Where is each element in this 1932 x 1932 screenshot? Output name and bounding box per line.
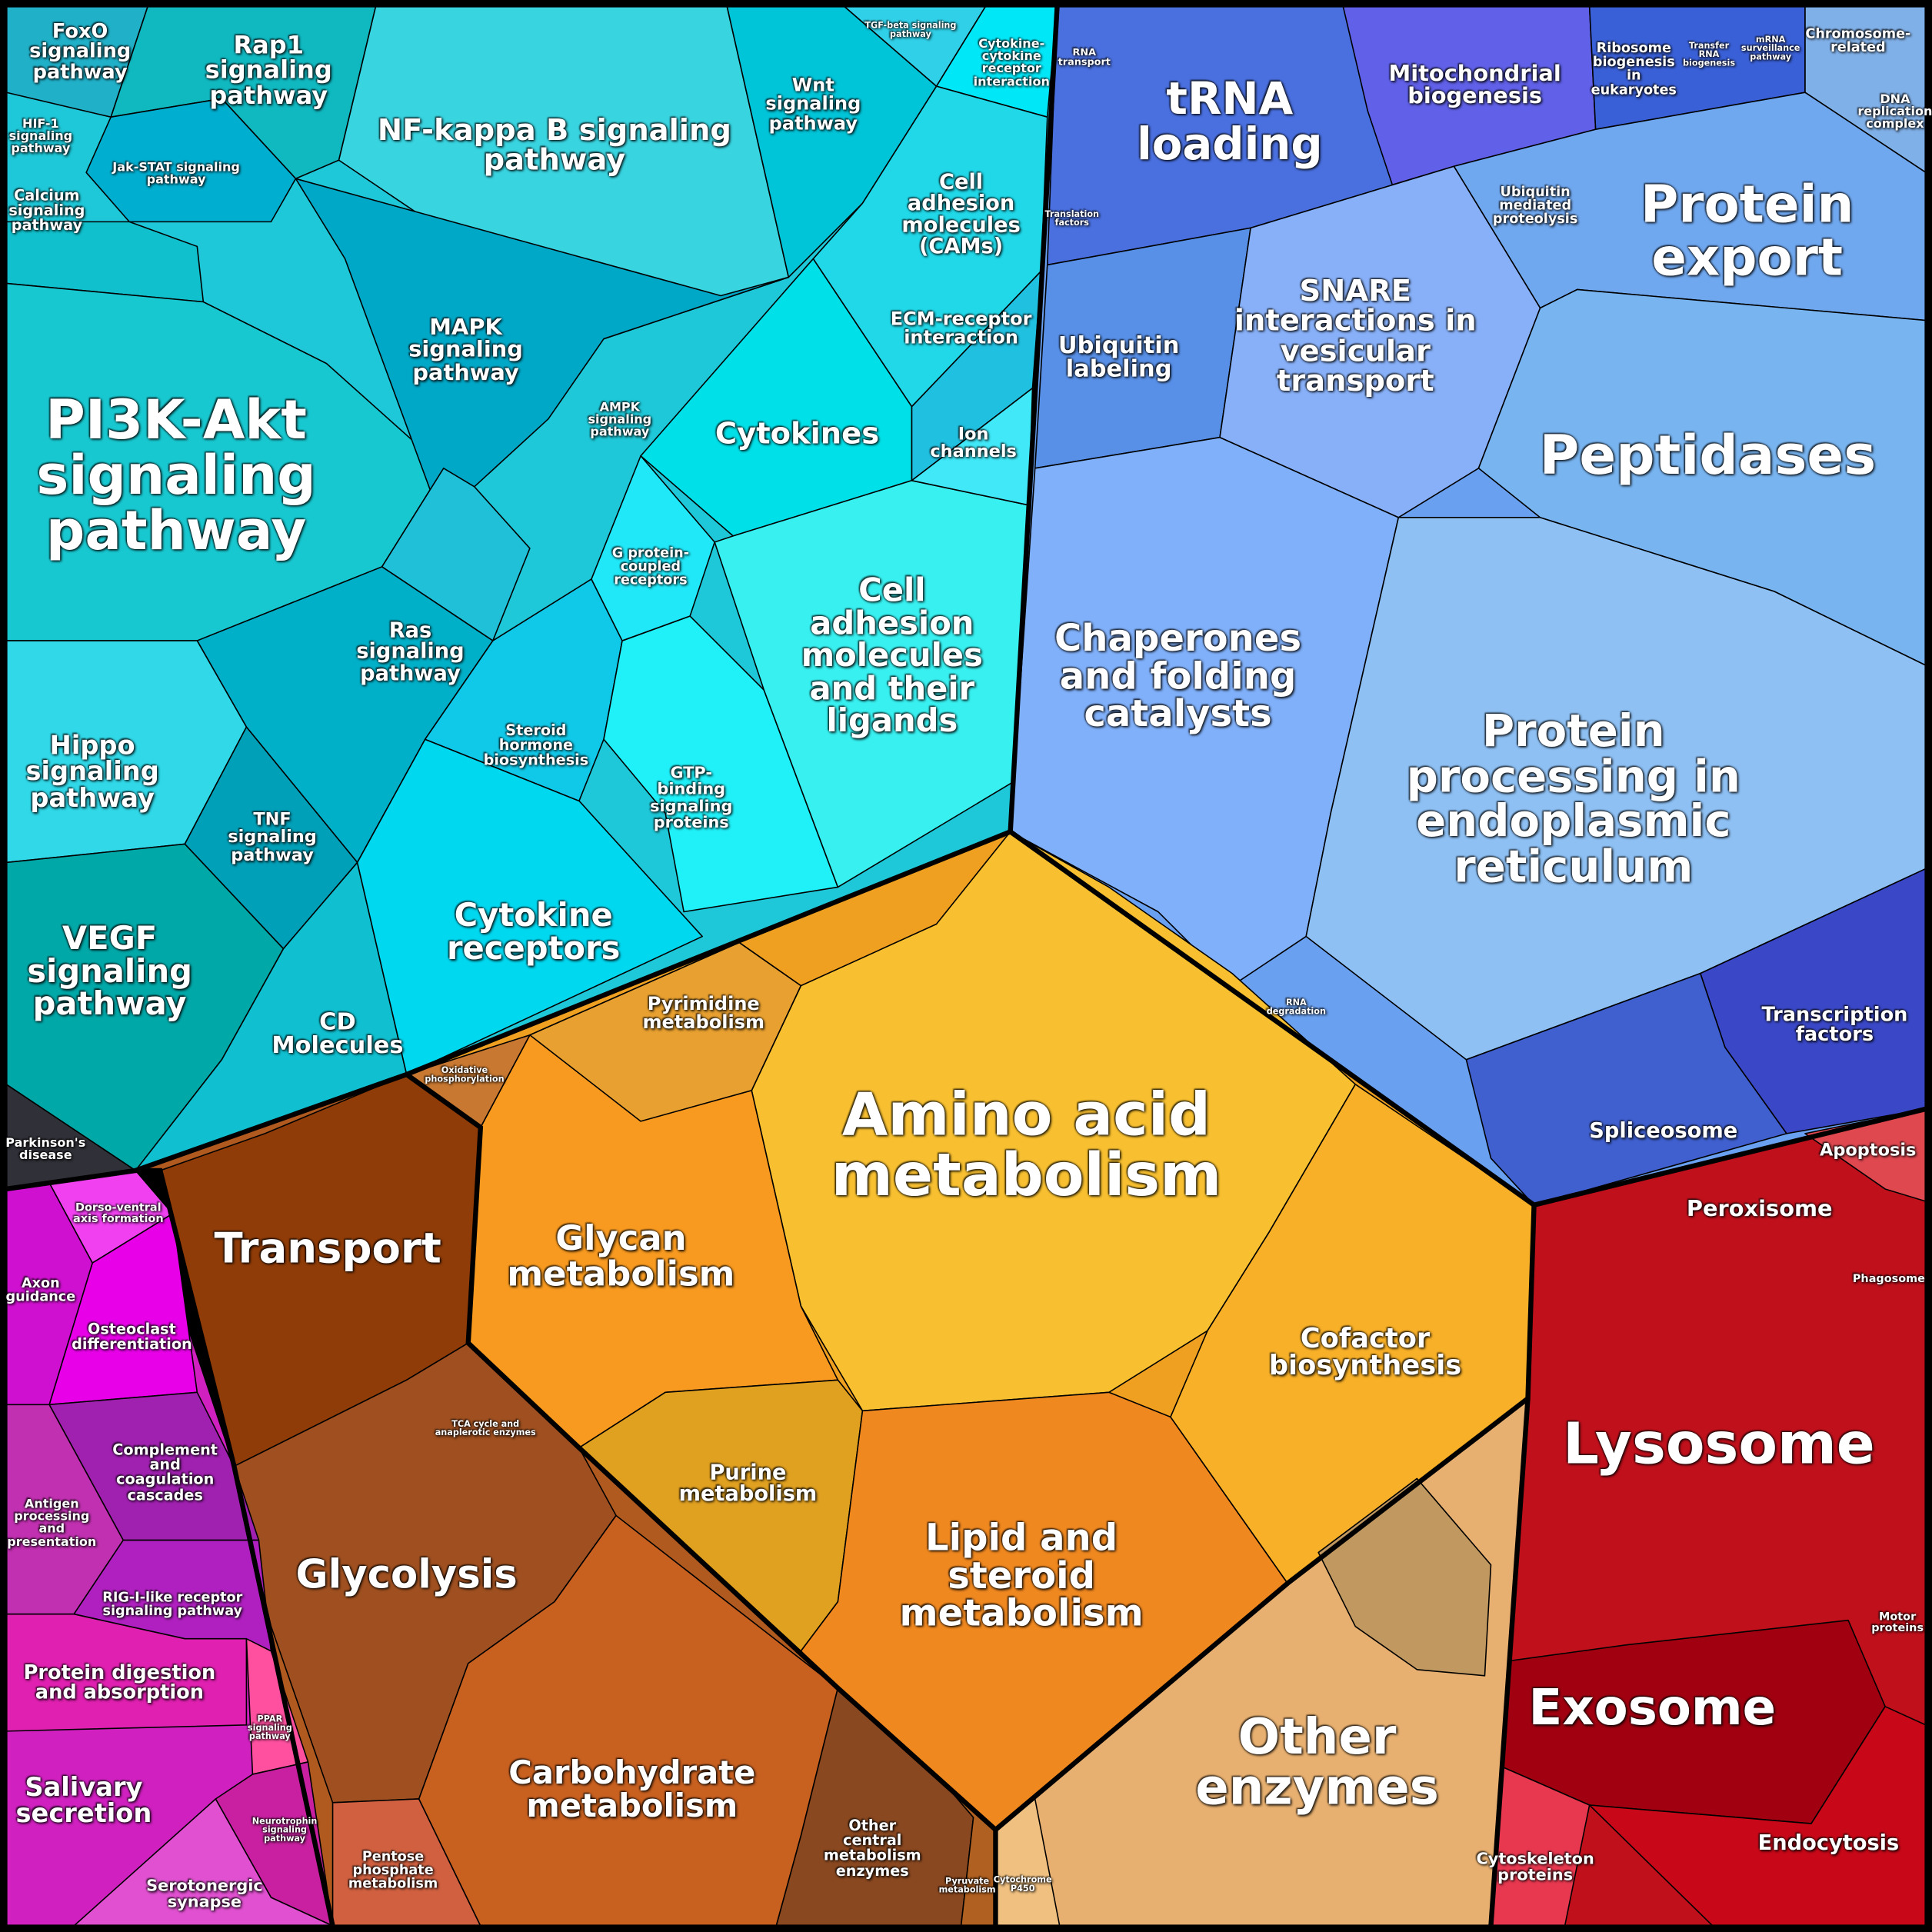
category-label: RIG-I-like receptor signaling pathway xyxy=(102,1589,243,1620)
category-label: Lipid and steroid metabolism xyxy=(899,1517,1144,1636)
category-label: Protein processing in endoplasmic reticu… xyxy=(1406,706,1740,894)
major-border xyxy=(405,1072,998,1832)
category-label: Exosome xyxy=(1528,1680,1777,1737)
cell-spliceosome xyxy=(1465,972,1787,1206)
category-label: Phagosome xyxy=(1852,1273,1925,1286)
category-label: Apoptosis xyxy=(1819,1141,1917,1161)
category-label: Serotonergic synapse xyxy=(146,1877,263,1913)
category-label: G protein-coupled receptors xyxy=(611,545,690,589)
category-label: Calcium signaling pathway xyxy=(8,186,85,235)
category-label: Jak-STAT signaling pathway xyxy=(112,161,240,188)
category-label: Cofactor biosynthesis xyxy=(1268,1324,1462,1383)
category-label: Steroid hormone biosynthesis xyxy=(483,721,589,769)
cell-gpcr xyxy=(591,455,715,641)
category-label: TNF signaling pathway xyxy=(228,810,317,865)
cell-cytokine-receptors xyxy=(356,738,703,1075)
category-label: Glycolysis xyxy=(295,1551,518,1598)
cell-mapk xyxy=(295,178,790,494)
category-label: RNA degradation xyxy=(1266,998,1326,1017)
category-label: ECM-receptor interaction xyxy=(890,308,1032,349)
category-label: Rap1 signaling pathway xyxy=(205,30,332,110)
major-border xyxy=(1488,1398,1531,1927)
category-label: Parkinson's disease xyxy=(5,1137,86,1164)
category-label: Ubiquitin labeling xyxy=(1058,331,1180,384)
category-label: Peptidases xyxy=(1539,425,1877,488)
category-label: Axon guidance xyxy=(5,1274,76,1305)
major-border xyxy=(1008,5,1927,1208)
category-label: Other enzymes xyxy=(1195,1709,1439,1817)
category-label: Translation factors xyxy=(1044,209,1100,228)
category-label: Protein export xyxy=(1640,174,1854,288)
category-label: Hippo signaling pathway xyxy=(25,730,159,813)
category-label: Salivary secretion xyxy=(15,1772,152,1829)
category-label: Pentose phosphate metabolism xyxy=(348,1848,438,1893)
cell xyxy=(381,467,531,641)
category-label: SNARE interactions in vesicular transpor… xyxy=(1234,273,1477,399)
category-label: Osteoclast differentiation xyxy=(72,1321,192,1354)
category-label: Neurotrophin signaling pathway xyxy=(251,1816,318,1844)
major-border xyxy=(5,829,1011,1192)
category-label: Pyruvate metabolism xyxy=(938,1876,996,1895)
category-label: Other central metabolism enzymes xyxy=(823,1817,921,1880)
category-label: CD Molecules xyxy=(271,1008,404,1060)
category-label: mRNA surveillance pathway xyxy=(1740,35,1800,63)
category-label: Transport xyxy=(214,1224,441,1274)
category-label: GTP-binding signaling proteins xyxy=(650,764,733,832)
category-label: Glycan metabolism xyxy=(507,1217,735,1294)
category-label: tRNA loading xyxy=(1136,74,1323,171)
category-label: PPAR signaling pathway xyxy=(247,1714,292,1742)
category-label: Wnt signaling pathway xyxy=(765,74,861,135)
category-label: Cytochrome P450 xyxy=(993,1875,1052,1894)
category-label: Carbohydrate metabolism xyxy=(508,1755,756,1825)
category-label: Dorso-ventral axis formation xyxy=(72,1202,164,1227)
category-label: Endocytosis xyxy=(1757,1831,1900,1857)
category-label: Antigen processing and presentation xyxy=(7,1497,97,1550)
category-label: Cytokine receptors xyxy=(446,898,621,968)
category-label: NF-kappa B signaling pathway xyxy=(377,112,731,178)
cell xyxy=(85,98,297,223)
category-label: PI3K-Akt signaling pathway xyxy=(36,388,316,563)
category-label: Cytokine-cytokine receptor interaction xyxy=(973,38,1050,89)
category-label: Peroxisome xyxy=(1686,1196,1833,1222)
category-label: Transcription factors xyxy=(1761,1002,1908,1047)
category-label: AMPK signaling pathway xyxy=(588,401,652,441)
category-label: Chromosome-related xyxy=(1805,25,1911,56)
category-label: Cell adhesion molecules (CAMs) xyxy=(901,170,1021,259)
major-border xyxy=(993,1204,1537,1926)
category-label: Lysosome xyxy=(1562,1410,1875,1477)
category-label: Pyrimidine metabolism xyxy=(642,992,765,1034)
category-label: Chaperones and folding catalysts xyxy=(1054,617,1302,736)
category-label: HIF-1 signaling pathway xyxy=(8,118,73,157)
category-label: FoxO signaling pathway xyxy=(29,18,132,83)
category-label: RNA transport xyxy=(1058,46,1111,68)
category-label: Ion channels xyxy=(930,425,1017,462)
category-label: Ribosome biogenesis in eukaryotes xyxy=(1591,40,1677,98)
category-label: TGF-beta signaling pathway xyxy=(864,21,957,40)
cell-pyrimidine xyxy=(529,941,802,1122)
category-label: Protein digestion and absorption xyxy=(23,1661,216,1704)
category-label: Mitochondrial biogenesis xyxy=(1388,61,1561,110)
category-label: VEGF signaling pathway xyxy=(27,921,192,1024)
category-label: Complement and coagulation cascades xyxy=(112,1441,218,1504)
category-label: TCA cycle and anaplerotic enzymes xyxy=(435,1419,536,1438)
category-label: Oxidative phosphorylation xyxy=(425,1065,505,1084)
category-label: Ubiquitin mediated proteolysis xyxy=(1492,183,1578,228)
major-border xyxy=(135,1168,335,1927)
category-label: DNA replication complex xyxy=(1857,93,1932,132)
category-label: Ras signaling pathway xyxy=(356,618,465,686)
category-label: MAPK signaling pathway xyxy=(408,315,523,386)
category-label: Transfer RNA biogenesis xyxy=(1683,41,1736,69)
category-label: Cytoskeleton proteins xyxy=(1476,1850,1594,1886)
category-label: Cell adhesion molecules and their ligand… xyxy=(801,572,983,741)
category-label: Spliceosome xyxy=(1589,1119,1738,1144)
category-label: Motor proteins xyxy=(1871,1611,1924,1635)
category-label: Cytokines xyxy=(715,416,880,451)
category-label: Amino acid metabolism xyxy=(831,1081,1222,1211)
category-label: Purine metabolism xyxy=(678,1461,818,1507)
